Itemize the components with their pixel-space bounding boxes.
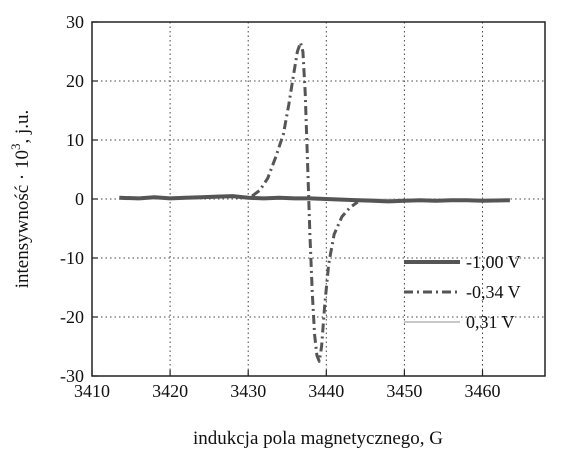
legend-label: 0,31 V <box>466 312 515 332</box>
legend: -1,00 V -0,34 V 0,31 V <box>404 252 521 332</box>
y-tick-label: -30 <box>60 366 84 386</box>
y-tick-label: 30 <box>66 12 84 32</box>
y-tick-labels: 30 20 10 0 -10 -20 -30 <box>60 12 84 386</box>
y-axis-title: intensywność · 103, j.u. <box>8 110 33 289</box>
series-lines <box>119 41 510 363</box>
y-axis-title-exponent: 3 <box>8 144 23 151</box>
y-axis-title-unit: , j.u. <box>12 110 33 144</box>
y-tick-label: 20 <box>66 71 84 91</box>
x-tick-labels: 3410 3420 3430 3440 3450 3460 <box>74 381 501 401</box>
legend-label: -0,34 V <box>466 282 521 302</box>
tick-marks <box>91 21 484 377</box>
x-tick-label: 3410 <box>74 381 110 401</box>
y-axis-title-main: intensywność · 10 <box>12 150 33 288</box>
series-line <box>119 194 510 204</box>
x-tick-label: 3460 <box>465 381 501 401</box>
x-axis-title: indukcja pola magnetycznego, G <box>193 428 443 449</box>
series-line <box>251 41 359 363</box>
legend-label: -1,00 V <box>466 252 521 272</box>
x-tick-label: 3450 <box>386 381 422 401</box>
x-tick-label: 3430 <box>230 381 266 401</box>
y-tick-label: -20 <box>60 307 84 327</box>
x-tick-label: 3420 <box>152 381 188 401</box>
y-tick-label: 0 <box>75 189 84 209</box>
y-tick-label: -10 <box>60 248 84 268</box>
y-tick-label: 10 <box>66 130 84 150</box>
x-tick-label: 3440 <box>308 381 344 401</box>
